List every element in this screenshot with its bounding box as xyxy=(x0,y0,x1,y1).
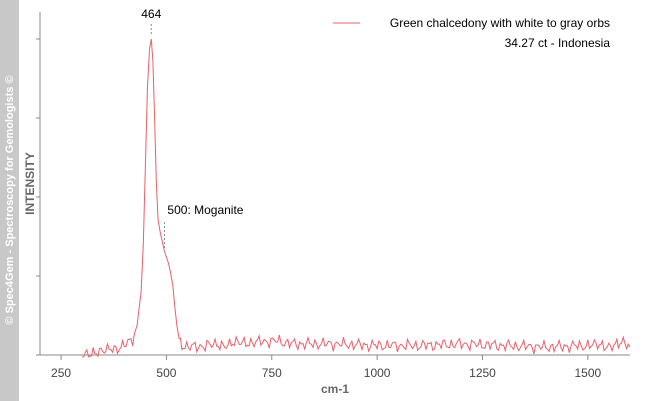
x-tick-label: 750 xyxy=(262,366,282,380)
legend-entry-detail: 34.27 ct - Indonesia xyxy=(505,36,611,50)
x-axis-title: cm-1 xyxy=(321,382,349,396)
x-tick-label: 1500 xyxy=(575,366,602,380)
peak-label-500: 500: Moganite xyxy=(167,203,243,217)
x-tick-label: 1000 xyxy=(364,366,391,380)
x-tick-label: 500 xyxy=(156,366,176,380)
x-tick-label: 250 xyxy=(51,366,71,380)
series-line-chalcedony xyxy=(82,38,631,358)
peak-label-464: 464 xyxy=(141,7,161,21)
legend-entry-name: Green chalcedony with white to gray orbs xyxy=(390,16,610,30)
y-axis-title: INTENSITY xyxy=(23,152,37,215)
x-tick-label: 1250 xyxy=(469,366,496,380)
watermark-band xyxy=(0,0,19,401)
